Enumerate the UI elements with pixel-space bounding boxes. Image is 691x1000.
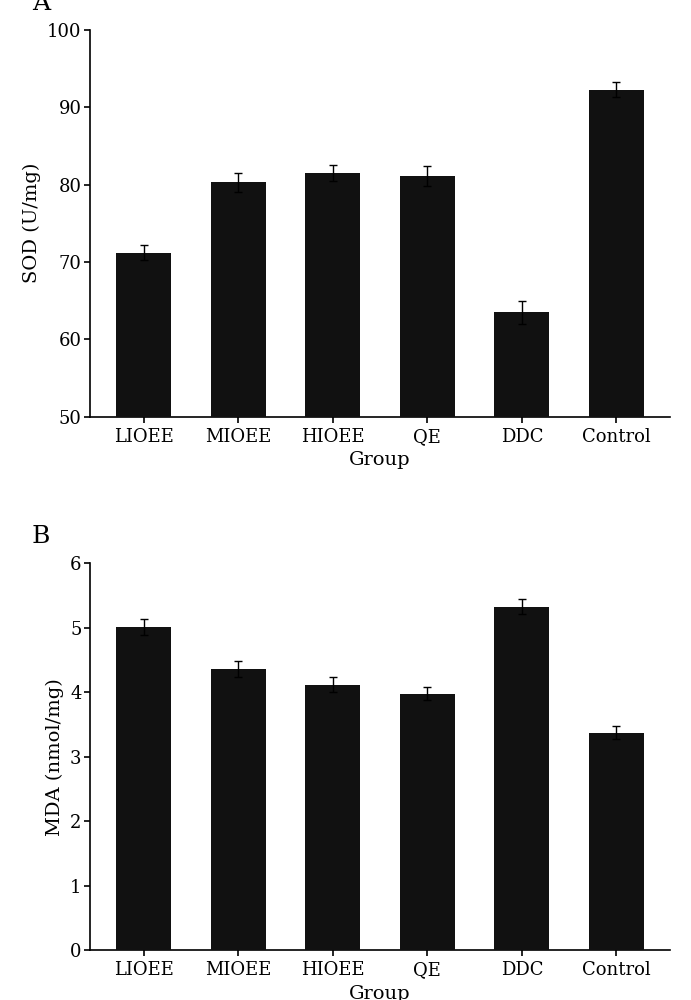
Bar: [116, 253, 171, 417]
Bar: [116, 627, 171, 950]
Y-axis label: SOD (U/mg): SOD (U/mg): [23, 163, 41, 283]
Bar: [305, 173, 360, 417]
X-axis label: Group: Group: [349, 985, 411, 1000]
Bar: [589, 733, 644, 950]
Bar: [400, 694, 455, 950]
Bar: [211, 182, 265, 417]
Text: A: A: [32, 0, 50, 15]
Bar: [400, 176, 455, 417]
Y-axis label: MDA (nmol/mg): MDA (nmol/mg): [46, 678, 64, 836]
X-axis label: Group: Group: [349, 451, 411, 469]
Bar: [495, 312, 549, 417]
Text: B: B: [32, 525, 50, 548]
Bar: [495, 607, 549, 950]
Bar: [589, 90, 644, 417]
Bar: [211, 669, 265, 950]
Bar: [305, 685, 360, 950]
